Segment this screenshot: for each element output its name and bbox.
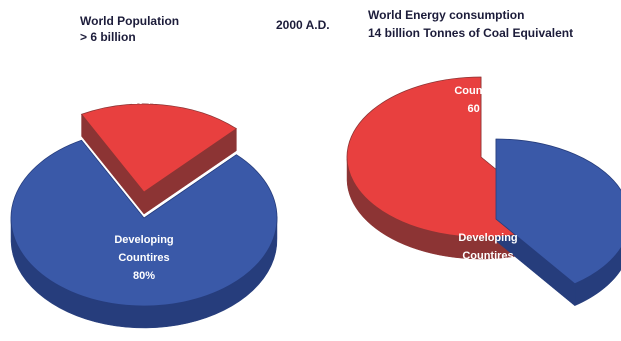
left-title: World Population — [80, 14, 180, 28]
pie-2-slice-2-label-line-2: Countires — [462, 250, 513, 262]
pie-1: Developed Countries 20 % Developing Countire… — [10, 59, 278, 329]
pie-1-slice-2-label-line-3: 80% — [133, 270, 155, 282]
right-title: World Energy consumption — [368, 8, 525, 22]
pie-1-slice-1-label-line-1: Developed — [116, 59, 172, 71]
pie-1-slice-2 — [10, 139, 278, 307]
pie-2-slice-1-label-line-1: Developed — [452, 67, 508, 79]
pie-1-slice-2-label-line-2: Countires — [118, 252, 169, 264]
pie-1-slice-2-label-line-1: Developing — [114, 234, 173, 246]
pie-1-slice-1-label-line-2: Countries — [118, 77, 169, 89]
year-label: 2000 A.D. — [276, 18, 330, 32]
left-subtitle: > 6 billion — [80, 30, 136, 44]
pie-2-slice-2-label-line-1: Developing — [458, 232, 517, 244]
pie-1-slice-side-1 — [81, 113, 237, 215]
pie-2: Developed Countries 60 % Developing Countire… — [346, 67, 621, 307]
pie-2-slice-2-label-line-3: 40% — [477, 268, 499, 280]
pie-1-slice-1 — [80, 103, 238, 193]
pie-2-slice-1-label-line-3: 60 % — [467, 103, 492, 115]
pie-2-slice-1-label-line-2: Countries — [454, 85, 505, 97]
pie-2-slice-2 — [495, 138, 621, 285]
pie-1-slice-1-label-line-3: 20 % — [131, 95, 156, 107]
right-subtitle: 14 billion Tonnes of Coal Equivalent — [368, 26, 574, 40]
